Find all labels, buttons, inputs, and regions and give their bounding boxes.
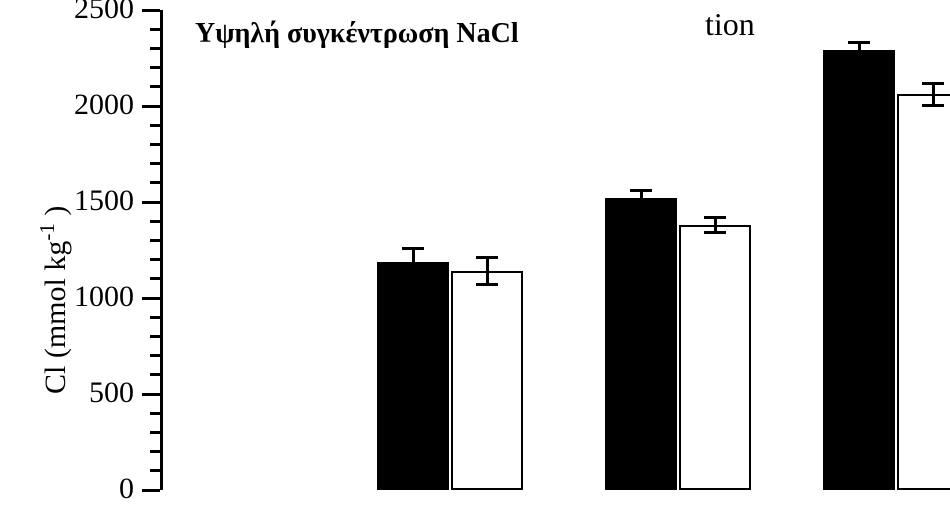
- error-bar: [486, 258, 489, 285]
- bar: [679, 225, 751, 490]
- y-tick-label: 2000: [14, 88, 134, 122]
- y-tick-minor: [150, 469, 160, 472]
- error-cap-top: [630, 189, 652, 192]
- y-tick-minor: [150, 373, 160, 376]
- y-tick-major: [142, 297, 160, 300]
- y-tick-label: 500: [14, 376, 134, 410]
- y-tick-minor: [150, 143, 160, 146]
- plot-area: 05001000150020002500: [160, 10, 930, 490]
- y-tick-minor: [150, 450, 160, 453]
- stray-text: tion: [705, 6, 755, 43]
- y-tick-minor: [150, 258, 160, 261]
- error-bar: [412, 248, 415, 275]
- error-cap-top: [848, 41, 870, 44]
- error-cap-bottom: [630, 204, 652, 207]
- y-tick-major: [142, 489, 160, 492]
- error-cap-bottom: [476, 283, 498, 286]
- y-tick-minor: [150, 47, 160, 50]
- error-bar: [932, 84, 935, 105]
- y-tick-major: [142, 393, 160, 396]
- bar: [897, 94, 950, 490]
- y-tick-minor: [150, 85, 160, 88]
- y-axis-line: [160, 10, 163, 490]
- bar: [451, 271, 523, 490]
- y-tick-major: [142, 105, 160, 108]
- bar: [605, 198, 677, 490]
- y-tick-minor: [150, 28, 160, 31]
- y-tick-label: 1000: [14, 280, 134, 314]
- y-tick-major: [142, 201, 160, 204]
- y-tick-minor: [150, 412, 160, 415]
- bar: [377, 262, 449, 490]
- y-tick-label: 1500: [14, 184, 134, 218]
- y-tick-minor: [150, 335, 160, 338]
- y-tick-minor: [150, 316, 160, 319]
- y-tick-minor: [150, 239, 160, 242]
- y-tick-minor: [150, 66, 160, 69]
- error-cap-bottom: [922, 104, 944, 107]
- y-tick-label: 0: [14, 472, 134, 506]
- chart-container: 05001000150020002500 Cl (mmol kg-1 ) Υψη…: [0, 0, 950, 528]
- y-tick-minor: [150, 162, 160, 165]
- error-cap-bottom: [704, 231, 726, 234]
- y-tick-minor: [150, 220, 160, 223]
- y-tick-minor: [150, 431, 160, 434]
- y-tick-minor: [150, 124, 160, 127]
- y-tick-minor: [150, 181, 160, 184]
- bar: [823, 50, 895, 490]
- y-tick-label: 2500: [14, 0, 134, 26]
- y-tick-minor: [150, 354, 160, 357]
- y-axis-label: Cl (mmol kg-1 ): [35, 206, 73, 394]
- error-cap-bottom: [848, 57, 870, 60]
- error-cap-top: [476, 256, 498, 259]
- y-tick-major: [142, 9, 160, 12]
- error-cap-top: [704, 216, 726, 219]
- error-cap-bottom: [402, 273, 424, 276]
- error-cap-top: [402, 247, 424, 250]
- y-tick-minor: [150, 277, 160, 280]
- error-cap-top: [922, 82, 944, 85]
- chart-title: Υψηλή συγκέντρωση NaCl: [195, 18, 519, 50]
